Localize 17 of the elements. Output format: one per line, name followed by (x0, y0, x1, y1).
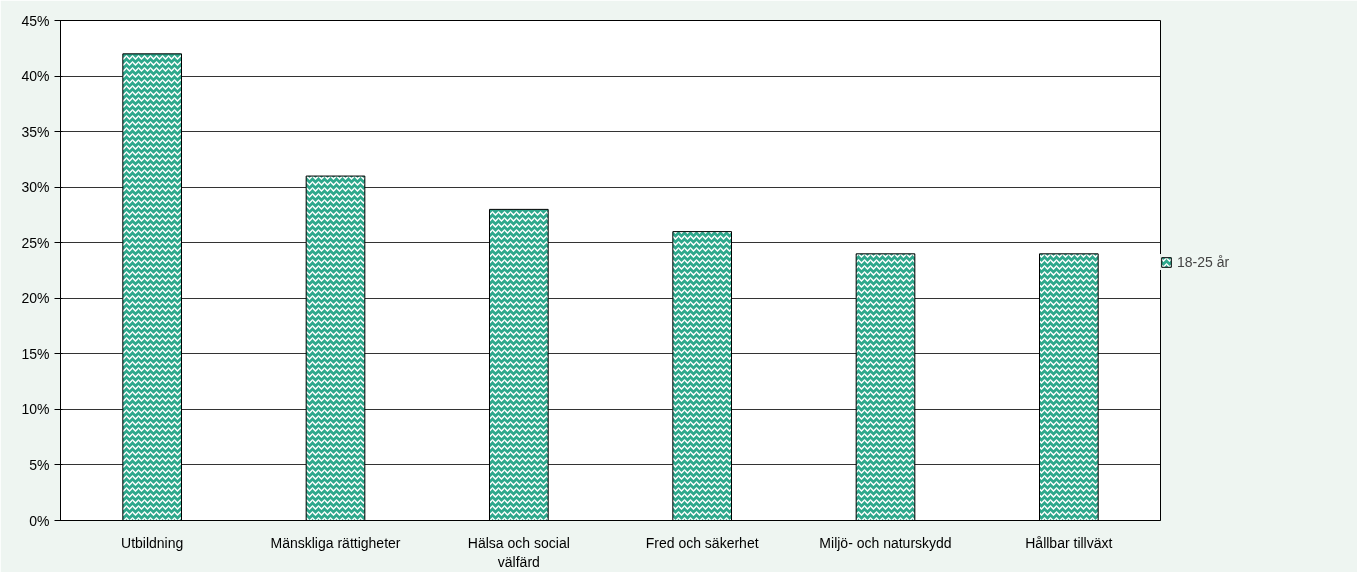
legend-label: 18-25 år (1177, 254, 1230, 270)
y-tick-label: 20% (21, 290, 50, 307)
x-tick-label: Miljö- och naturskydd (819, 534, 952, 551)
x-tick-label: Hälsa och social välfärd (467, 534, 570, 570)
y-tick-label: 15% (21, 345, 50, 362)
y-tick-label: 45% (21, 12, 50, 29)
y-tick-label: 40% (21, 68, 50, 85)
x-tick-label: Fred och säkerhet (645, 534, 759, 551)
y-tick-label: 35% (21, 123, 50, 140)
x-tick-label: Utbildning (121, 534, 184, 551)
x-tick-label: Mänskliga rättigheter (270, 534, 401, 551)
y-tick-label: 25% (21, 234, 50, 251)
y-tick-label: 5% (29, 456, 50, 473)
y-tick-label: 10% (21, 401, 50, 418)
y-tick-label: 0% (29, 512, 50, 529)
x-tick-label: Hållbar tillväxt (1025, 534, 1113, 551)
y-tick-label: 30% (21, 179, 50, 196)
